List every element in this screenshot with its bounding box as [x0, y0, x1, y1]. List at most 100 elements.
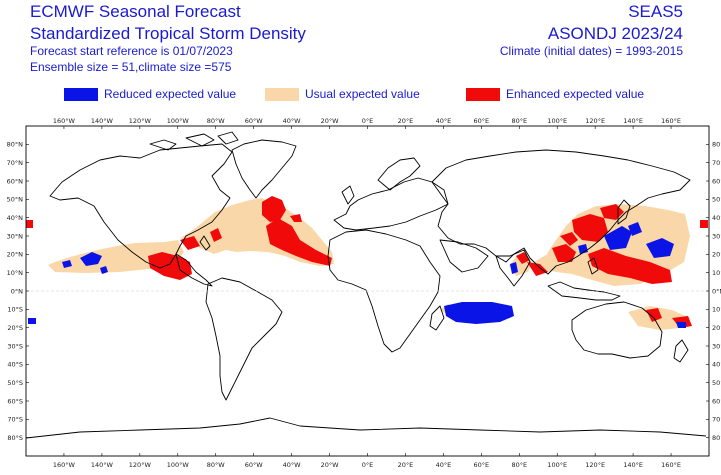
lat-label-right: 20°N [712, 251, 721, 259]
reduced-region-west-pacific [604, 226, 632, 250]
enhanced-value-regions [26, 196, 708, 328]
lat-label-right: 80°N [712, 141, 721, 149]
lon-label-bottom: 80°E [511, 461, 527, 469]
lon-label-bottom: 120°E [585, 461, 605, 469]
coast-india [495, 249, 531, 287]
lat-label-right: 30°N [712, 232, 721, 240]
lat-label-right: 30°S [712, 342, 721, 350]
lon-label-top: 0°E [362, 117, 374, 125]
enhanced-region-east-china [572, 214, 608, 242]
lon-label-top: 60°W [245, 117, 264, 125]
enhanced-region-us-east-coast [262, 196, 286, 222]
coast-north-america [49, 143, 233, 269]
lat-label-right: 80°S [712, 434, 721, 442]
coast-asia [431, 149, 691, 275]
enhanced-region-iberia-edge [290, 214, 302, 222]
enhanced-region-gulf [180, 236, 200, 250]
lon-label-bottom: 40°W [283, 461, 302, 469]
lon-label-top: 40°W [283, 117, 302, 125]
legend-swatch-enhanced [466, 88, 500, 101]
coast-new-zealand [673, 339, 689, 363]
lat-label-right: 10°S [712, 306, 721, 314]
lat-label-left: 40°S [7, 361, 23, 369]
enhanced-region-arabian [516, 252, 530, 264]
lon-label-top: 40°E [436, 117, 452, 125]
lat-label-right: 60°S [712, 397, 721, 405]
ensemble-size: Ensemble size = 51,climate size =575 [30, 60, 232, 74]
lon-label-bottom: 80°W [207, 461, 226, 469]
lat-label-right: 70°N [712, 159, 721, 167]
lon-label-top: 120°E [585, 117, 605, 125]
enhanced-region-se-asia [560, 232, 578, 246]
lat-label-right: 40°S [712, 361, 721, 369]
coast-japan [617, 199, 631, 225]
coast-arctic-islands [149, 131, 239, 151]
lon-label-bottom: 160°E [661, 461, 681, 469]
lon-label-top: 160°W [53, 117, 76, 125]
lon-label-top: 20°W [321, 117, 340, 125]
reduced-region-east-pacific-west [62, 260, 72, 268]
reduced-region-west-pacific-east [646, 238, 674, 258]
coast-scandinavia [377, 157, 421, 191]
lat-label-left: 10°S [7, 306, 23, 314]
lat-label-right: 0°N [712, 287, 721, 295]
lat-label-right: 10°N [712, 269, 721, 277]
reduced-region-south-indian [444, 302, 514, 324]
model-name: SEAS5 [628, 2, 683, 21]
title-line-1: ECMWF Seasonal Forecast [30, 2, 241, 21]
coast-philippines [587, 257, 599, 275]
lon-label-top: 120°W [129, 117, 152, 125]
lat-label-left: 20°S [7, 324, 23, 332]
reduced-region-east-pacific [80, 252, 102, 266]
coast-central-america [175, 253, 213, 287]
coast-greenland [231, 139, 297, 199]
coast-arabia [439, 239, 489, 273]
coast-australia [571, 301, 663, 359]
enhanced-region-australia-ne [646, 308, 662, 322]
legend-label-usual: Usual expected value [305, 87, 420, 101]
lat-label-left: 10°N [7, 269, 24, 277]
lon-label-top: 80°E [511, 117, 527, 125]
lon-label-top: 60°E [474, 117, 490, 125]
legend-swatch-usual [265, 88, 299, 101]
lon-label-bottom: 60°E [474, 461, 490, 469]
lon-label-bottom: 140°W [91, 461, 114, 469]
reduced-region-dateline [28, 318, 36, 324]
enhanced-region-dateline-right [700, 220, 708, 228]
lon-label-bottom: 0°E [362, 461, 374, 469]
lat-label-left: 80°S [7, 434, 23, 442]
lat-label-right: 70°S [712, 416, 721, 424]
lon-label-bottom: 20°W [321, 461, 340, 469]
coast-indonesia [547, 281, 621, 301]
lat-label-left: 50°N [7, 196, 24, 204]
legend-swatch-reduced [64, 88, 98, 101]
reduced-region-bengal-west [510, 262, 518, 274]
coastlines [25, 131, 707, 439]
coast-antarctica [25, 417, 707, 439]
enhanced-region-atlantic-mdr [266, 218, 332, 266]
reduced-region-australia-east [676, 322, 686, 328]
coast-florida [199, 235, 211, 251]
coast-uk [341, 185, 355, 205]
lon-label-top: 20°E [398, 117, 414, 125]
coast-south-america [205, 277, 283, 401]
enhanced-region-caribbean [210, 228, 222, 242]
legend-label-reduced: Reduced expected value [104, 87, 237, 101]
coast-madagascar [429, 305, 445, 331]
lat-label-right: 60°N [712, 177, 721, 185]
lat-label-right: 40°N [712, 214, 721, 222]
lon-label-top: 140°E [623, 117, 643, 125]
lat-label-left: 50°S [7, 379, 23, 387]
enhanced-region-dateline-left [26, 220, 33, 228]
coast-europe [333, 177, 449, 231]
lon-label-bottom: 160°W [53, 461, 76, 469]
lat-label-left: 70°N [7, 159, 24, 167]
lat-label-left: 20°N [7, 251, 24, 259]
lat-label-left: 60°S [7, 397, 23, 405]
lon-label-top: 100°W [167, 117, 190, 125]
forecast-start-reference: Forecast start reference is 01/07/2023 [30, 44, 233, 58]
lon-label-top: 140°W [91, 117, 114, 125]
reduced-value-regions [28, 222, 686, 328]
enhanced-region-bay-bengal [527, 262, 548, 276]
